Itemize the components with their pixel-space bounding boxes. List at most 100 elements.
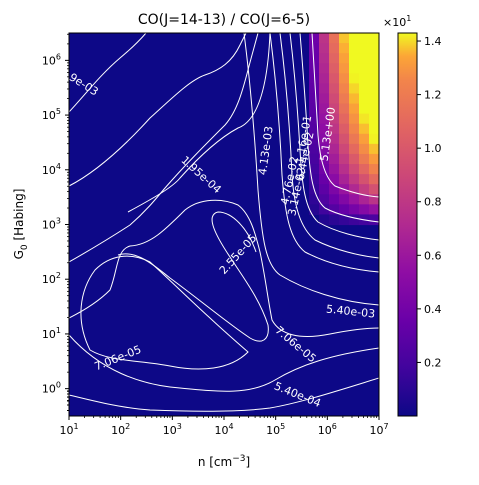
- heatmap-cell: [359, 53, 370, 64]
- heatmap-cell: [339, 93, 350, 105]
- heatmap-cell: [369, 194, 379, 205]
- heatmap-cell: [359, 103, 370, 115]
- heatmap-cell: [339, 73, 350, 84]
- heatmap-cell: [339, 143, 350, 155]
- heatmap-cell: [349, 93, 360, 105]
- heatmap-cell: [309, 194, 320, 205]
- x-tick-label: 101: [59, 422, 78, 437]
- heatmap-cell: [359, 204, 370, 216]
- heatmap-cell: [319, 143, 330, 155]
- heatmap-cell: [349, 113, 360, 125]
- y-tick-label: 106: [42, 52, 61, 67]
- x-axis: 101 102 103 104 105 106 107: [59, 416, 389, 437]
- heatmap-cell: [319, 73, 330, 84]
- heatmap-cell: [339, 194, 350, 205]
- heatmap-cell: [309, 113, 320, 125]
- heatmap-cell: [359, 123, 370, 135]
- heatmap-cell: [349, 174, 360, 185]
- colorbar-gradient: [397, 32, 418, 417]
- heatmap-cell: [309, 174, 320, 185]
- heatmap-cell: [359, 174, 370, 185]
- heatmap-cell: [319, 103, 330, 115]
- heatmap-cell: [369, 214, 379, 226]
- chart-title: CO(J=14-13) / CO(J=6-5): [138, 12, 310, 28]
- colorbar-ticks: 0.2 0.4 0.6 0.8 1.0 1.2 1.4: [417, 35, 442, 369]
- colorbar-tick-label: 0.6: [424, 249, 442, 262]
- heatmap-cell: [369, 53, 379, 64]
- contour-line: [69, 33, 147, 113]
- heatmap-cell: [359, 73, 370, 84]
- contour-line: [69, 199, 379, 337]
- heatmap-cell: [369, 143, 379, 155]
- heatmap-cell: [329, 143, 340, 155]
- heatmap-cell: [329, 33, 340, 44]
- colorbar-multiplier: ×101: [383, 14, 411, 29]
- heatmap-cell: [359, 184, 370, 195]
- heatmap-cell: [309, 43, 320, 54]
- colorbar-tick-label: 1.2: [424, 89, 442, 102]
- contour-line: [299, 33, 379, 223]
- heatmap-cell: [309, 93, 320, 105]
- y-tick-label: 101: [42, 326, 61, 341]
- heatmap-cell: [339, 174, 350, 185]
- y-axis-label-text: G: [12, 250, 26, 259]
- heatmap-cell: [339, 53, 350, 64]
- heatmap-cell: [339, 113, 350, 125]
- heatmap-cell: [349, 123, 360, 135]
- heatmap-cell: [349, 184, 360, 195]
- heatmap-cell: [369, 103, 379, 115]
- colorbar-tick-label: 0.4: [424, 303, 442, 316]
- contour-label: 5.40e-03: [325, 303, 375, 321]
- heatmap-cell: [349, 73, 360, 84]
- heatmap-cell: [369, 63, 379, 74]
- heatmap-cell: [329, 184, 340, 195]
- heatmap-cell: [329, 194, 340, 205]
- heatmap-cell: [319, 113, 330, 125]
- heatmap-cell: [359, 153, 370, 165]
- y-tick-label: 105: [42, 107, 61, 122]
- heatmap-cell: [349, 53, 360, 64]
- contour-line: [80, 255, 249, 370]
- heatmap-cell: [349, 43, 360, 54]
- heatmap-cell: [329, 73, 340, 84]
- heatmap-cell: [309, 204, 320, 216]
- heatmap-cell: [339, 103, 350, 115]
- heatmap-cell: [349, 103, 360, 115]
- heatmap-cell: [329, 164, 340, 175]
- heatmap-cell: [319, 214, 330, 226]
- heatmap-cell: [359, 133, 370, 145]
- heatmap-cell: [329, 204, 340, 216]
- colorbar: 0.2 0.4 0.6 0.8 1.0 1.2 1.4 ×101: [383, 14, 442, 417]
- heatmap-cell: [349, 214, 360, 226]
- heatmap-cell: [369, 153, 379, 165]
- heatmap-cell: [329, 103, 340, 115]
- heatmap-cell: [319, 204, 330, 216]
- heatmap-cell: [329, 153, 340, 165]
- heatmap-cell: [339, 153, 350, 165]
- heatmap-cell: [309, 133, 320, 145]
- heatmap-cell: [309, 103, 320, 115]
- heatmap-cell: [309, 164, 320, 175]
- contour-lines: [69, 33, 379, 412]
- x-axis-label-end: ]: [245, 455, 250, 469]
- heatmap-cell: [339, 214, 350, 226]
- heatmap-cell: [349, 83, 360, 95]
- colorbar-tick-label: 1.0: [424, 142, 442, 155]
- heatmap: 1.95e-042.55e-057.06e-05 7.06e-055.40e-04…: [69, 33, 379, 416]
- heatmap-cell: [339, 133, 350, 145]
- heatmap-cell: [369, 184, 379, 195]
- contour-line: [289, 33, 379, 241]
- contour-line: [269, 33, 379, 273]
- heatmap-cell: [319, 63, 330, 74]
- heatmap-cell: [349, 153, 360, 165]
- x-tick-label: 106: [318, 422, 337, 437]
- contour-line: [69, 334, 379, 392]
- y-axis-label: G0 [Habing]: [12, 189, 30, 260]
- heatmap-cell: [369, 43, 379, 54]
- heatmap-cell: [319, 153, 330, 165]
- heatmap-cell: [369, 174, 379, 185]
- heatmap-cell: [359, 63, 370, 74]
- contour-line: [279, 33, 379, 259]
- x-axis-label: n [cm−3]: [198, 454, 250, 469]
- heatmap-cell: [339, 164, 350, 175]
